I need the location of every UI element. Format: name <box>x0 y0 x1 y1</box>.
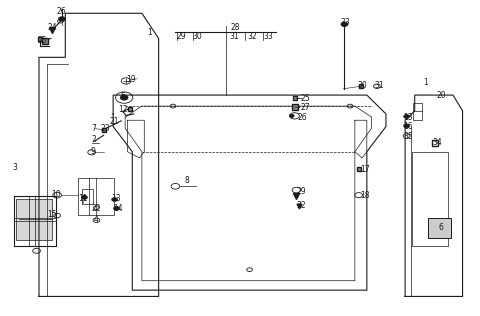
Text: 30: 30 <box>357 81 367 90</box>
Text: 21: 21 <box>110 117 120 126</box>
Bar <box>78 179 114 215</box>
Text: 4: 4 <box>94 215 99 224</box>
Text: 34: 34 <box>432 138 442 147</box>
Circle shape <box>404 124 409 128</box>
Text: 5: 5 <box>120 92 125 101</box>
Text: 25: 25 <box>38 35 48 45</box>
Bar <box>412 152 448 246</box>
Text: 6: 6 <box>439 223 444 232</box>
Text: 16: 16 <box>404 122 413 131</box>
Text: 11: 11 <box>78 194 88 204</box>
Text: 10: 10 <box>51 190 60 199</box>
Text: 14: 14 <box>113 204 123 213</box>
Text: 26: 26 <box>298 112 307 122</box>
Text: 35: 35 <box>404 132 413 141</box>
Text: 2: 2 <box>92 135 96 144</box>
Text: 33: 33 <box>264 32 274 41</box>
Bar <box>413 103 422 120</box>
Circle shape <box>112 198 118 201</box>
Text: 8: 8 <box>185 176 190 185</box>
Text: 13: 13 <box>404 112 413 122</box>
Text: 32: 32 <box>247 32 257 41</box>
Circle shape <box>82 195 87 199</box>
Text: 25: 25 <box>300 94 310 103</box>
Text: 23: 23 <box>100 124 110 133</box>
Text: 32: 32 <box>297 201 306 210</box>
Text: 22: 22 <box>92 204 101 213</box>
Text: 20: 20 <box>436 91 446 100</box>
Bar <box>16 199 52 240</box>
Text: 1: 1 <box>423 78 428 87</box>
Circle shape <box>341 22 348 27</box>
Circle shape <box>289 114 294 118</box>
Text: 31: 31 <box>229 32 239 41</box>
Text: 7: 7 <box>92 124 96 133</box>
Circle shape <box>114 206 120 210</box>
Text: 33: 33 <box>340 18 350 27</box>
Bar <box>428 218 451 238</box>
Text: 31: 31 <box>374 81 384 90</box>
Text: 29: 29 <box>297 186 306 196</box>
Bar <box>82 190 93 204</box>
Text: 30: 30 <box>192 32 202 41</box>
Text: 12: 12 <box>118 105 128 114</box>
Text: 3: 3 <box>12 163 17 172</box>
Circle shape <box>404 115 409 118</box>
Text: 15: 15 <box>48 210 57 219</box>
Text: 29: 29 <box>177 32 186 41</box>
Text: 24: 24 <box>48 23 57 32</box>
Text: 13: 13 <box>111 194 120 204</box>
Text: 9: 9 <box>90 147 95 156</box>
Circle shape <box>120 95 128 100</box>
Text: 18: 18 <box>360 191 370 200</box>
Text: 19: 19 <box>126 75 136 84</box>
Text: 1: 1 <box>148 28 152 37</box>
Text: 27: 27 <box>300 103 310 112</box>
Circle shape <box>59 17 65 21</box>
Text: 26: 26 <box>57 7 66 16</box>
Text: 17: 17 <box>360 165 370 173</box>
Text: 28: 28 <box>230 23 240 32</box>
